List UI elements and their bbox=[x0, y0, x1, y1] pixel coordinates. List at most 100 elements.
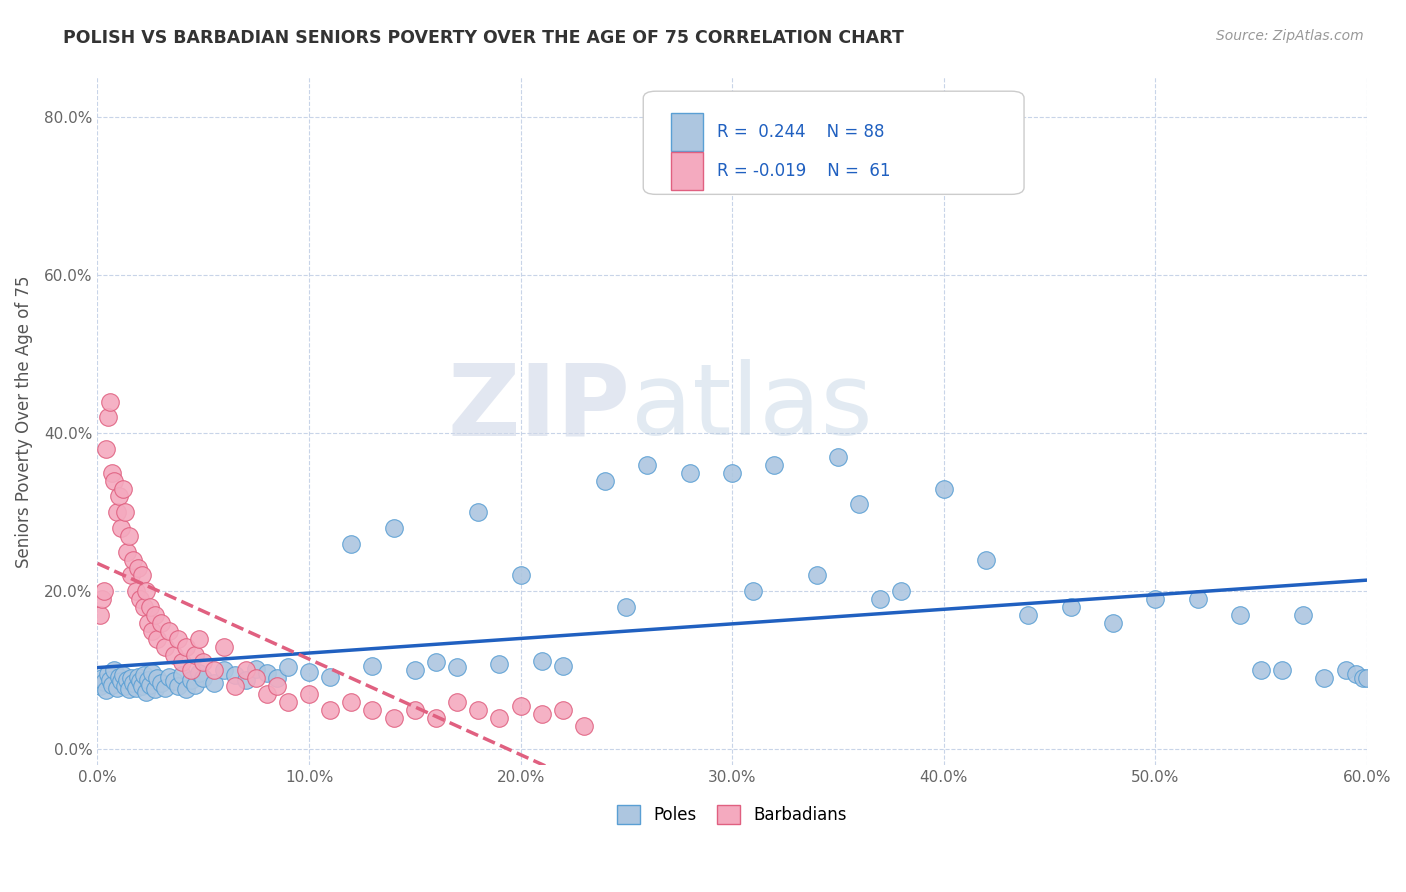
Point bbox=[256, 687, 278, 701]
Point bbox=[1271, 663, 1294, 677]
Point bbox=[467, 505, 489, 519]
Point bbox=[149, 676, 172, 690]
Point bbox=[101, 466, 124, 480]
Point bbox=[114, 505, 136, 519]
Point bbox=[105, 505, 128, 519]
Point bbox=[128, 592, 150, 607]
Point bbox=[509, 568, 531, 582]
Point bbox=[172, 656, 194, 670]
Point bbox=[176, 682, 198, 697]
Point bbox=[143, 607, 166, 622]
Point bbox=[509, 698, 531, 713]
Point bbox=[122, 552, 145, 566]
Point bbox=[115, 673, 138, 687]
Point bbox=[167, 679, 190, 693]
Point bbox=[235, 673, 257, 687]
FancyBboxPatch shape bbox=[671, 153, 703, 190]
Point bbox=[132, 600, 155, 615]
Point bbox=[107, 670, 129, 684]
Point bbox=[127, 560, 149, 574]
Point bbox=[319, 670, 342, 684]
Point bbox=[1292, 607, 1315, 622]
Point bbox=[551, 703, 574, 717]
Text: Source: ZipAtlas.com: Source: ZipAtlas.com bbox=[1216, 29, 1364, 44]
Point bbox=[145, 632, 167, 646]
Point bbox=[214, 640, 236, 654]
Point bbox=[120, 568, 142, 582]
Point bbox=[551, 658, 574, 673]
Point bbox=[425, 711, 447, 725]
Point bbox=[340, 695, 363, 709]
Point bbox=[110, 674, 132, 689]
Point bbox=[1017, 607, 1039, 622]
Point bbox=[122, 676, 145, 690]
Point bbox=[193, 671, 215, 685]
Y-axis label: Seniors Poverty Over the Age of 75: Seniors Poverty Over the Age of 75 bbox=[15, 275, 32, 567]
Text: POLISH VS BARBADIAN SENIORS POVERTY OVER THE AGE OF 75 CORRELATION CHART: POLISH VS BARBADIAN SENIORS POVERTY OVER… bbox=[63, 29, 904, 47]
Point bbox=[107, 490, 129, 504]
Point bbox=[131, 679, 153, 693]
Point bbox=[118, 682, 141, 697]
Point bbox=[974, 552, 997, 566]
Text: R =  0.244    N = 88: R = 0.244 N = 88 bbox=[717, 123, 884, 141]
Point bbox=[90, 592, 112, 607]
Point bbox=[184, 677, 207, 691]
Point bbox=[101, 677, 124, 691]
Point bbox=[1144, 592, 1167, 607]
Point bbox=[404, 663, 426, 677]
Point bbox=[742, 584, 765, 599]
Point bbox=[530, 706, 553, 721]
Point bbox=[1250, 663, 1272, 677]
Point bbox=[593, 474, 616, 488]
Point bbox=[382, 521, 405, 535]
Point bbox=[361, 703, 384, 717]
Point bbox=[1229, 607, 1251, 622]
Point bbox=[139, 600, 162, 615]
Point bbox=[827, 450, 849, 464]
Point bbox=[224, 679, 246, 693]
Point bbox=[115, 545, 138, 559]
Point bbox=[89, 607, 111, 622]
Point bbox=[162, 648, 184, 662]
Point bbox=[136, 615, 159, 630]
Point bbox=[1346, 667, 1368, 681]
Point bbox=[1334, 663, 1357, 677]
Point bbox=[135, 685, 157, 699]
Point bbox=[1313, 671, 1336, 685]
Legend: Poles, Barbadians: Poles, Barbadians bbox=[609, 797, 855, 832]
Point bbox=[488, 711, 510, 725]
Point bbox=[103, 474, 125, 488]
Point bbox=[188, 666, 211, 681]
Point bbox=[143, 682, 166, 697]
Point bbox=[94, 442, 117, 456]
Point bbox=[118, 529, 141, 543]
Point bbox=[89, 679, 111, 693]
Point bbox=[869, 592, 891, 607]
Point bbox=[128, 674, 150, 689]
Point bbox=[131, 568, 153, 582]
Point bbox=[153, 640, 176, 654]
Point bbox=[721, 466, 744, 480]
Point bbox=[193, 656, 215, 670]
Point bbox=[180, 673, 202, 687]
Point bbox=[114, 679, 136, 693]
Point bbox=[105, 681, 128, 695]
Point bbox=[162, 674, 184, 689]
Text: atlas: atlas bbox=[630, 359, 872, 456]
Point bbox=[679, 466, 702, 480]
Point bbox=[530, 654, 553, 668]
Point bbox=[763, 458, 786, 472]
Point bbox=[277, 660, 299, 674]
Point bbox=[139, 677, 162, 691]
Point bbox=[111, 482, 134, 496]
Point bbox=[446, 660, 468, 674]
Point bbox=[103, 663, 125, 677]
Point bbox=[93, 675, 115, 690]
Point bbox=[172, 668, 194, 682]
Point bbox=[488, 657, 510, 671]
Point bbox=[245, 671, 267, 685]
Point bbox=[176, 640, 198, 654]
Point bbox=[98, 394, 121, 409]
Point bbox=[127, 670, 149, 684]
Point bbox=[1059, 600, 1081, 615]
